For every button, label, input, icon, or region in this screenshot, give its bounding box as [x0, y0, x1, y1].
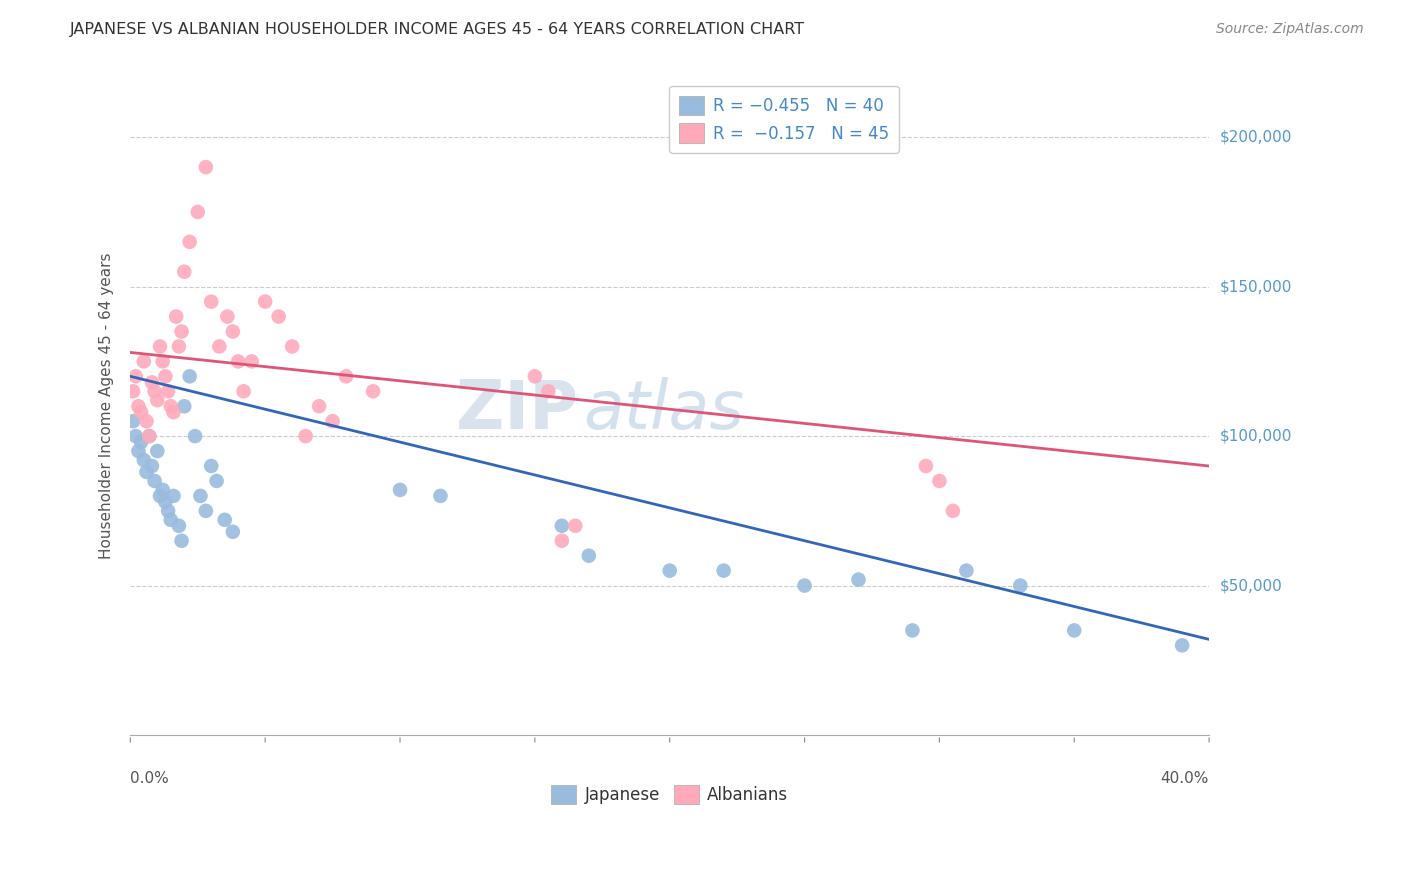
Point [217, 310, 239, 324]
Point [713, 564, 735, 578]
Point [170, 533, 193, 548]
Point [143, 384, 166, 399]
Point [159, 513, 181, 527]
Point [335, 369, 357, 384]
Point [173, 399, 195, 413]
Point [141, 376, 163, 390]
Point [658, 564, 681, 578]
Point [294, 429, 316, 443]
Point [127, 444, 149, 458]
Point [122, 414, 145, 428]
Point [157, 384, 180, 399]
Point [187, 205, 209, 219]
Point [167, 339, 190, 353]
Point [190, 489, 212, 503]
Point [170, 325, 193, 339]
Point [915, 458, 938, 473]
Point [578, 549, 600, 563]
Text: 40.0%: 40.0% [1161, 772, 1209, 786]
Point [308, 399, 330, 413]
Point [928, 474, 950, 488]
Point [537, 384, 560, 399]
Point [135, 414, 157, 428]
Point [551, 518, 574, 533]
Point [955, 564, 977, 578]
Point [240, 354, 263, 368]
Point [146, 444, 169, 458]
Text: $100,000: $100,000 [1220, 429, 1292, 443]
Point [179, 369, 201, 384]
Point [564, 518, 586, 533]
Point [200, 294, 222, 309]
Point [254, 294, 277, 309]
Point [281, 339, 304, 353]
Point [173, 265, 195, 279]
Point [226, 354, 249, 368]
Point [138, 429, 160, 443]
Point [165, 310, 187, 324]
Point [129, 435, 152, 450]
Point [848, 573, 870, 587]
Point [200, 458, 222, 473]
Point [901, 624, 924, 638]
Point [132, 453, 155, 467]
Point [129, 405, 152, 419]
Text: atlas: atlas [583, 376, 745, 442]
Point [135, 465, 157, 479]
Point [214, 513, 236, 527]
Text: ZIP: ZIP [456, 376, 578, 442]
Point [205, 474, 228, 488]
Point [942, 504, 965, 518]
Point [429, 489, 451, 503]
Point [152, 354, 174, 368]
Point [208, 339, 231, 353]
Point [389, 483, 412, 497]
Point [1010, 578, 1032, 592]
Point [157, 504, 180, 518]
Point [1063, 624, 1085, 638]
Point [146, 393, 169, 408]
Point [122, 384, 145, 399]
Text: 0.0%: 0.0% [131, 772, 169, 786]
Point [222, 524, 245, 539]
Point [167, 518, 190, 533]
Point [179, 235, 201, 249]
Point [184, 429, 207, 443]
Point [162, 405, 184, 419]
Y-axis label: Householder Income Ages 45 - 64 years: Householder Income Ages 45 - 64 years [100, 253, 114, 559]
Point [143, 474, 166, 488]
Point [232, 384, 254, 399]
Point [152, 483, 174, 497]
Point [194, 504, 217, 518]
Point [155, 369, 177, 384]
Point [141, 458, 163, 473]
Text: JAPANESE VS ALBANIAN HOUSEHOLDER INCOME AGES 45 - 64 YEARS CORRELATION CHART: JAPANESE VS ALBANIAN HOUSEHOLDER INCOME … [70, 22, 806, 37]
Point [149, 339, 172, 353]
Point [149, 489, 172, 503]
Point [551, 533, 574, 548]
Point [222, 325, 245, 339]
Point [159, 399, 181, 413]
Point [162, 489, 184, 503]
Point [194, 160, 217, 174]
Point [793, 578, 815, 592]
Point [1171, 638, 1194, 652]
Point [138, 429, 160, 443]
Point [267, 310, 290, 324]
Text: $50,000: $50,000 [1220, 578, 1282, 593]
Point [523, 369, 546, 384]
Point [361, 384, 384, 399]
Point [155, 495, 177, 509]
Point [127, 399, 149, 413]
Text: $200,000: $200,000 [1220, 129, 1292, 145]
Point [132, 354, 155, 368]
Legend: R = −0.455   N = 40, R =  −0.157   N = 45: R = −0.455 N = 40, R = −0.157 N = 45 [669, 86, 898, 153]
Text: Source: ZipAtlas.com: Source: ZipAtlas.com [1216, 22, 1364, 37]
Point [125, 369, 148, 384]
Text: $150,000: $150,000 [1220, 279, 1292, 294]
Point [322, 414, 344, 428]
Point [125, 429, 148, 443]
